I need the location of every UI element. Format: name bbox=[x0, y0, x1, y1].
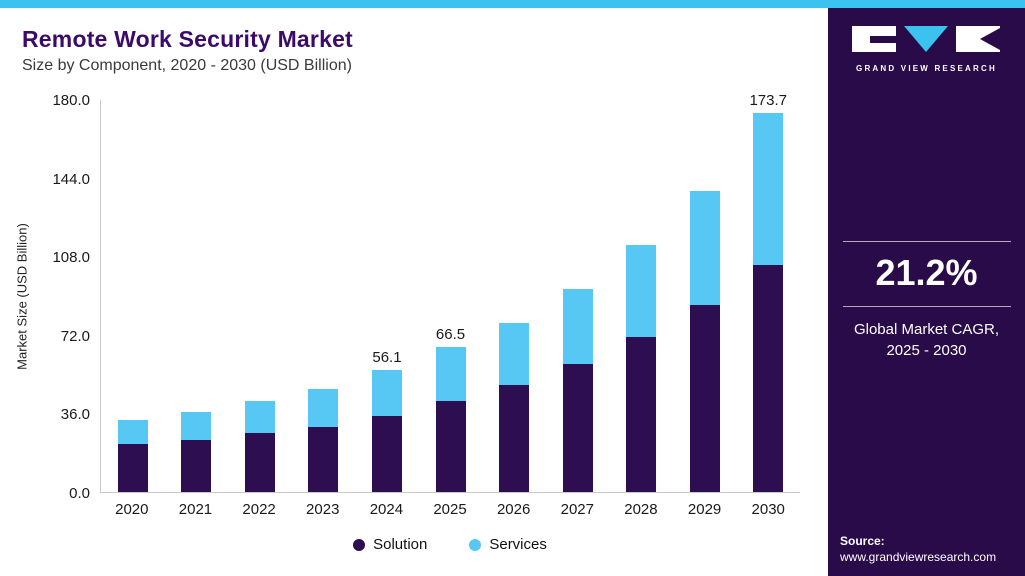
bar-column bbox=[673, 190, 737, 492]
solution-segment bbox=[371, 415, 402, 492]
stacked-bar bbox=[562, 288, 593, 492]
stacked-bar bbox=[499, 322, 530, 492]
legend-swatch bbox=[353, 538, 366, 551]
legend-swatch bbox=[469, 538, 482, 551]
cagr-stat: 21.2% Global Market CAGR, 2025 - 2030 bbox=[842, 241, 1011, 361]
chart-panel: Remote Work Security Market Size by Comp… bbox=[0, 8, 828, 576]
bar-column bbox=[101, 419, 165, 492]
y-tick-label: 144.0 bbox=[52, 170, 90, 188]
brand-logo-icon bbox=[851, 26, 1000, 52]
source-url: www.grandviewresearch.com bbox=[840, 550, 997, 564]
source-block: Source: www.grandviewresearch.com bbox=[840, 534, 996, 564]
bar-column bbox=[292, 389, 356, 492]
cagr-label: Global Market CAGR, 2025 - 2030 bbox=[853, 321, 1000, 359]
stacked-bar bbox=[244, 401, 275, 492]
bar-total-label: 56.1 bbox=[372, 348, 402, 366]
solution-segment bbox=[435, 401, 466, 492]
bar-column: 56.1 bbox=[355, 349, 419, 492]
legend-label: Solution bbox=[373, 536, 428, 553]
bar-total-label: 66.5 bbox=[435, 325, 466, 343]
bar-column bbox=[482, 322, 546, 492]
services-segment bbox=[435, 346, 466, 402]
services-segment bbox=[626, 245, 657, 337]
x-tick-label: 2023 bbox=[306, 501, 340, 518]
y-tick-label: 108.0 bbox=[52, 249, 90, 267]
brand-logo: GRAND VIEW RESEARCH bbox=[851, 24, 1002, 73]
x-tick-label: 2024 bbox=[369, 501, 404, 518]
legend-label: Services bbox=[489, 536, 547, 553]
bar-column bbox=[546, 288, 610, 492]
solution-segment bbox=[117, 443, 148, 492]
x-axis-labels: 2020 2021 2022 2023 2024 2025 2026 2027 2028 2029… bbox=[100, 501, 800, 518]
stacked-bar bbox=[117, 419, 148, 492]
solution-segment bbox=[244, 433, 275, 492]
y-tick-label: 72.0 bbox=[60, 327, 90, 345]
solution-segment bbox=[626, 336, 657, 492]
sidebar: GRAND VIEW RESEARCH 21.2% Global Market … bbox=[828, 8, 1025, 576]
chart-header: Remote Work Security Market Size by Comp… bbox=[22, 26, 353, 75]
plot-area: 56.1 66.5 173.7 bbox=[100, 92, 800, 493]
legend-item: Services bbox=[469, 536, 547, 553]
x-tick-label: 2020 bbox=[115, 501, 149, 518]
x-tick-label: 2025 bbox=[433, 501, 467, 518]
services-segment bbox=[371, 369, 402, 416]
top-accent-strip bbox=[0, 0, 1025, 8]
stat-divider-top bbox=[842, 241, 1011, 242]
brand-logo-text: GRAND VIEW RESEARCH bbox=[856, 64, 997, 73]
services-segment bbox=[244, 401, 275, 434]
x-tick-label: 2021 bbox=[178, 501, 213, 518]
services-segment bbox=[181, 412, 212, 440]
stacked-bar bbox=[308, 389, 339, 492]
services-segment bbox=[562, 288, 593, 365]
stacked-bar bbox=[626, 245, 657, 492]
bar-column bbox=[609, 245, 673, 492]
solution-segment bbox=[689, 305, 720, 492]
stacked-bar bbox=[753, 112, 784, 492]
x-tick-label: 2028 bbox=[624, 501, 658, 518]
x-tick-label: 2029 bbox=[687, 501, 722, 518]
bar-column: 173.7 bbox=[736, 92, 800, 492]
services-segment bbox=[753, 112, 784, 265]
x-tick-label: 2027 bbox=[560, 501, 594, 518]
x-tick-label: 2030 bbox=[751, 501, 785, 518]
stacked-bar bbox=[435, 346, 466, 492]
legend: Solution Services bbox=[100, 536, 800, 553]
bar-column: 66.5 bbox=[419, 326, 483, 492]
y-tick-label: 0.0 bbox=[69, 485, 90, 502]
bar-total-label: 173.7 bbox=[749, 91, 788, 109]
y-tick-label: 36.0 bbox=[60, 406, 90, 424]
stacked-bar bbox=[371, 369, 402, 492]
bar-column bbox=[228, 401, 292, 492]
x-tick-label: 2022 bbox=[242, 501, 276, 518]
page-title: Remote Work Security Market bbox=[22, 26, 353, 52]
y-axis: 0.0 36.0 72.0 108.0 144.0 180.0 bbox=[0, 92, 90, 502]
solution-segment bbox=[562, 364, 593, 492]
solution-segment bbox=[308, 426, 339, 492]
page-subtitle: Size by Component, 2020 - 2030 (USD Bill… bbox=[22, 57, 352, 74]
chart: Market Size (USD Billion) 0.0 36.0 72.0 108… bbox=[0, 92, 820, 572]
x-tick-label: 2026 bbox=[496, 501, 531, 518]
source-label: Source: bbox=[840, 534, 885, 548]
stat-divider-bottom bbox=[842, 306, 1011, 307]
solution-segment bbox=[181, 439, 212, 492]
solution-segment bbox=[753, 264, 784, 492]
stacked-bar bbox=[689, 190, 720, 492]
stacked-bar bbox=[181, 412, 212, 492]
solution-segment bbox=[499, 385, 530, 492]
y-tick-label: 180.0 bbox=[52, 92, 90, 109]
services-segment bbox=[308, 389, 339, 427]
services-segment bbox=[117, 419, 148, 444]
bar-column bbox=[165, 412, 229, 492]
legend-item: Solution bbox=[353, 536, 427, 553]
cagr-value: 21.2% bbox=[875, 252, 978, 293]
services-segment bbox=[499, 322, 530, 386]
services-segment bbox=[689, 190, 720, 306]
